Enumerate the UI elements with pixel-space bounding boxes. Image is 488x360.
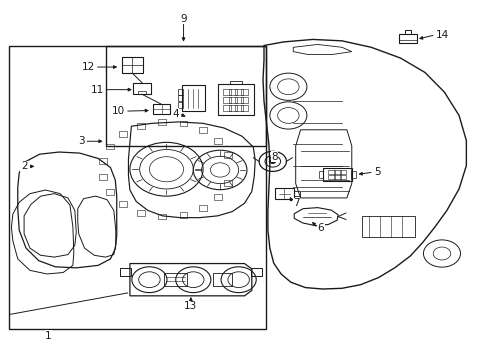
Bar xyxy=(106,144,114,149)
Bar xyxy=(234,105,242,111)
Bar xyxy=(398,34,416,42)
Bar xyxy=(122,57,143,73)
Bar xyxy=(120,268,131,276)
Bar xyxy=(199,127,206,133)
Bar xyxy=(294,191,300,197)
Bar xyxy=(224,180,231,186)
Text: 6: 6 xyxy=(317,224,324,233)
Text: 4: 4 xyxy=(172,109,178,119)
Text: 1: 1 xyxy=(45,331,52,341)
Bar xyxy=(137,210,145,216)
Bar xyxy=(339,170,346,174)
Bar xyxy=(223,97,230,103)
Bar xyxy=(119,202,127,207)
Text: 10: 10 xyxy=(112,106,125,116)
Bar xyxy=(350,171,355,178)
Bar xyxy=(228,89,236,95)
Bar xyxy=(327,170,334,174)
Text: 5: 5 xyxy=(373,167,380,177)
Bar xyxy=(105,45,266,146)
Bar xyxy=(224,152,231,158)
Bar xyxy=(223,89,230,95)
Text: 13: 13 xyxy=(184,301,197,311)
Bar xyxy=(404,31,410,34)
Text: 7: 7 xyxy=(293,198,299,208)
Bar xyxy=(133,83,151,94)
Bar xyxy=(153,104,170,114)
Bar xyxy=(218,85,254,115)
Bar xyxy=(99,158,107,164)
Text: 9: 9 xyxy=(180,14,186,24)
Bar xyxy=(240,105,248,111)
Bar xyxy=(199,206,206,211)
Text: 3: 3 xyxy=(78,136,84,146)
Bar xyxy=(214,138,222,144)
Bar xyxy=(274,188,294,199)
Bar xyxy=(214,194,222,200)
Bar xyxy=(99,174,107,180)
Bar xyxy=(158,213,166,219)
Bar xyxy=(240,89,248,95)
Bar xyxy=(181,85,204,111)
Text: 12: 12 xyxy=(81,62,95,72)
Bar xyxy=(137,123,145,129)
Bar xyxy=(106,189,114,195)
Bar xyxy=(240,97,248,103)
Bar xyxy=(179,121,187,126)
Bar xyxy=(228,105,236,111)
Bar xyxy=(333,175,340,179)
Bar xyxy=(234,97,242,103)
Bar xyxy=(322,168,351,181)
Bar xyxy=(333,170,340,174)
Text: 14: 14 xyxy=(435,30,448,40)
Text: 2: 2 xyxy=(21,161,27,171)
Bar xyxy=(119,131,127,137)
Bar xyxy=(228,97,236,103)
Bar xyxy=(163,273,187,286)
Bar xyxy=(177,89,182,95)
Circle shape xyxy=(269,159,275,163)
Text: 8: 8 xyxy=(271,152,277,162)
Bar xyxy=(138,91,146,94)
Bar xyxy=(177,95,182,101)
Bar xyxy=(250,268,261,276)
Bar xyxy=(223,105,230,111)
Bar xyxy=(339,175,346,179)
Text: 11: 11 xyxy=(91,85,104,95)
Bar xyxy=(234,89,242,95)
Bar xyxy=(177,102,182,108)
Bar xyxy=(179,212,187,218)
Bar xyxy=(361,216,414,237)
Bar xyxy=(9,45,266,329)
Bar xyxy=(158,119,166,125)
Bar xyxy=(327,175,334,179)
Bar xyxy=(318,171,323,178)
Bar xyxy=(212,273,232,286)
Bar xyxy=(230,81,242,85)
